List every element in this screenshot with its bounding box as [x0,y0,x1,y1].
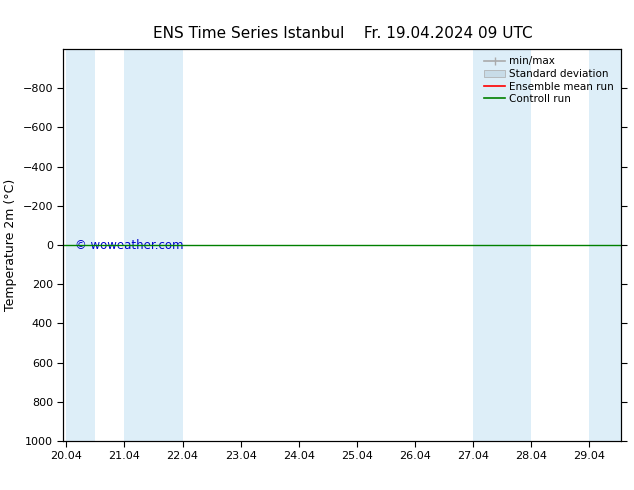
Bar [473,49,531,441]
Text: © woweather.com: © woweather.com [75,239,183,251]
Y-axis label: Temperature 2m (°C): Temperature 2m (°C) [4,179,17,311]
Bar [67,49,95,441]
Title: ENS Time Series Istanbul    Fr. 19.04.2024 09 UTC: ENS Time Series Istanbul Fr. 19.04.2024 … [153,26,532,41]
Legend: min/max, Standard deviation, Ensemble mean run, Controll run: min/max, Standard deviation, Ensemble me… [482,54,616,106]
Bar [124,49,183,441]
Bar [590,49,624,441]
